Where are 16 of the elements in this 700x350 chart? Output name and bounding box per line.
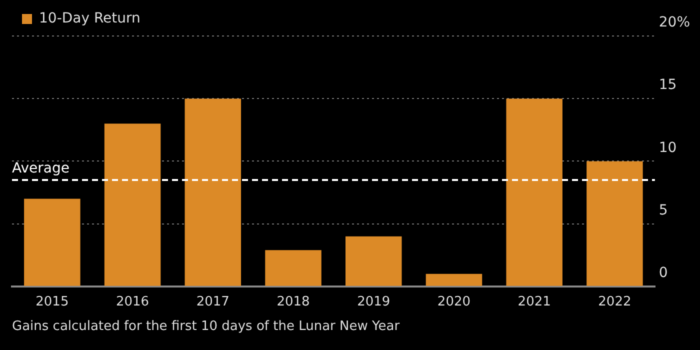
y-tick-label: 20%: [658, 14, 690, 31]
x-tick-label: 2018: [276, 294, 310, 310]
x-tick-label: 2016: [116, 294, 150, 310]
y-tick-label: 10: [658, 140, 677, 156]
x-tick-label: 2021: [518, 294, 551, 310]
x-tick-label: 2020: [437, 294, 471, 310]
x-tick-label: 2015: [36, 294, 69, 310]
x-tick-label: 2022: [598, 294, 632, 310]
ref-line-label: Average: [12, 160, 70, 177]
y-tick-label: 15: [658, 77, 677, 94]
y-tick-label: 5: [658, 202, 668, 218]
legend-label: 10-Day Return: [39, 10, 140, 27]
x-tick-label: 2019: [357, 294, 390, 310]
x-tick-label: 2017: [196, 294, 230, 310]
text: Gains calculated for the first 10 days of the Lunar New Year: [12, 318, 401, 335]
y-tick-label: 0: [658, 265, 668, 282]
